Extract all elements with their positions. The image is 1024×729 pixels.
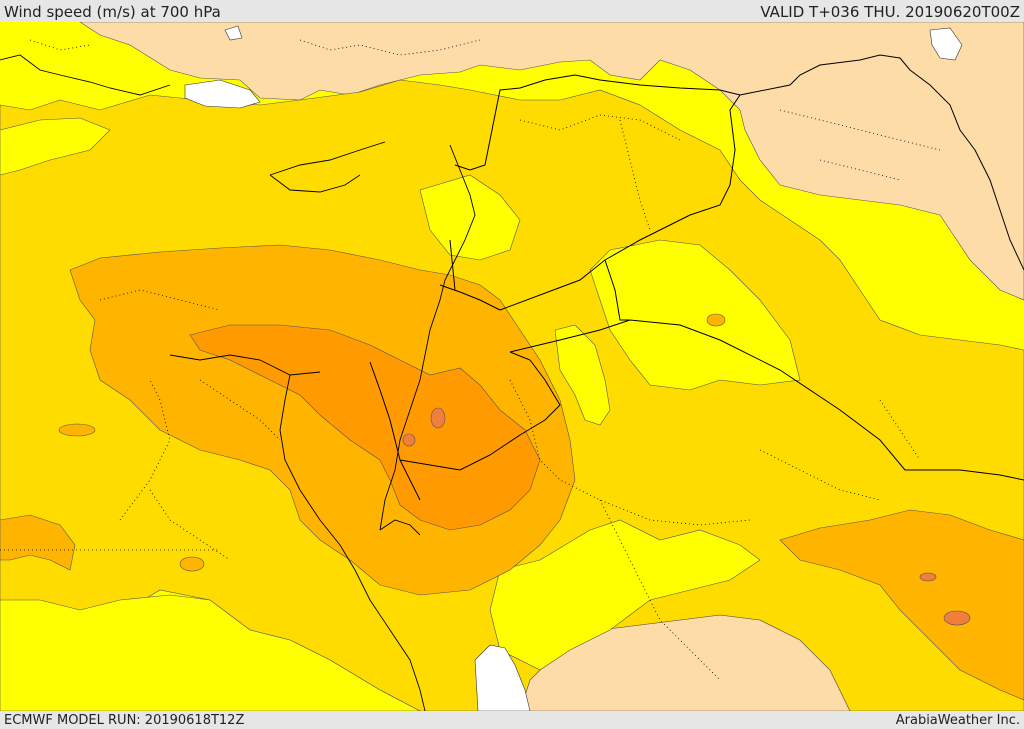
peak-wind-spot-3: [943, 610, 971, 626]
peak-wind-spot-1: [430, 407, 446, 429]
weak-wind-pocket-4: [0, 594, 421, 711]
weak-wind-pocket-2: [554, 324, 611, 426]
peak-wind-spot-4: [919, 572, 937, 582]
credit: ArabiaWeather Inc.: [895, 713, 1020, 728]
lake-area: [184, 79, 261, 109]
wind-speed-map: [0, 22, 1024, 711]
moderate-spot-1: [58, 423, 96, 437]
country-borders: [369, 54, 1024, 501]
weak-wind-pocket-1: [589, 239, 801, 391]
calm-area-north: [79, 22, 1024, 301]
map-title: Wind speed (m/s) at 700 hPa: [4, 3, 221, 21]
peak-wind-spot-2: [402, 433, 416, 447]
model-run: ECMWF MODEL RUN: 20190618T12Z: [4, 713, 245, 728]
small-island: [224, 25, 243, 41]
coastline: [0, 54, 476, 711]
weak-wind-pocket-5: [419, 174, 521, 261]
strong-wind-area-east: [779, 509, 1024, 701]
moderate-spot-3: [179, 556, 205, 572]
jet-core-area: [189, 324, 541, 531]
strong-wind-area-west: [0, 514, 76, 571]
weak-wind-pocket-3: [489, 519, 761, 671]
valid-time: VALID T+036 THU. 20190620T00Z: [760, 3, 1020, 21]
admin-boundaries: [0, 39, 941, 681]
red-sea-gulf: [474, 644, 531, 711]
map-footer: ECMWF MODEL RUN: 20190618T12Z ArabiaWeat…: [0, 711, 1024, 729]
weak-wind-pocket-6: [0, 117, 111, 176]
map-header: Wind speed (m/s) at 700 hPa VALID T+036 …: [0, 0, 1024, 22]
gulf-coast-water: [929, 27, 963, 61]
moderate-spot-2: [706, 313, 726, 327]
